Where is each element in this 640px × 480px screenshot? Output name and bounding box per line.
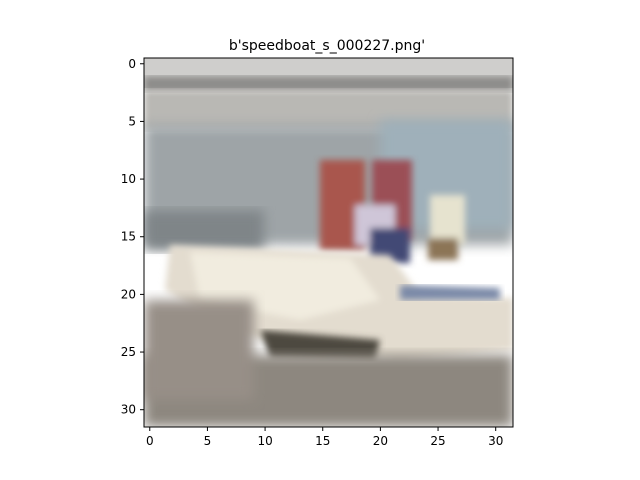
x-tick-label: 5	[204, 434, 212, 448]
y-tick-label: 15	[121, 230, 136, 244]
image-panel	[144, 58, 513, 427]
x-tick-label: 10	[257, 434, 272, 448]
x-tick-label: 30	[488, 434, 503, 448]
y-tick-label: 0	[128, 57, 136, 71]
x-tick-label: 15	[315, 434, 330, 448]
water-lower-left	[144, 300, 254, 400]
y-tick-label: 25	[121, 345, 136, 359]
plot-title: b'speedboat_s_000227.png'	[229, 38, 425, 54]
x-tick-label: 20	[373, 434, 388, 448]
y-tick-label: 10	[121, 172, 136, 186]
y-tick-label: 30	[121, 403, 136, 417]
axes-frame	[143, 57, 514, 428]
x-tick-label: 25	[430, 434, 445, 448]
y-tick-label: 20	[121, 287, 136, 301]
x-axis: 0 5 10 15 20 25 30	[146, 427, 503, 448]
y-axis: 0 5 10 15 20 25 30	[121, 57, 144, 417]
water-left-dark	[144, 210, 264, 250]
x-tick-label: 0	[146, 434, 154, 448]
y-tick-label: 5	[128, 114, 136, 128]
horizon-band	[144, 76, 513, 92]
